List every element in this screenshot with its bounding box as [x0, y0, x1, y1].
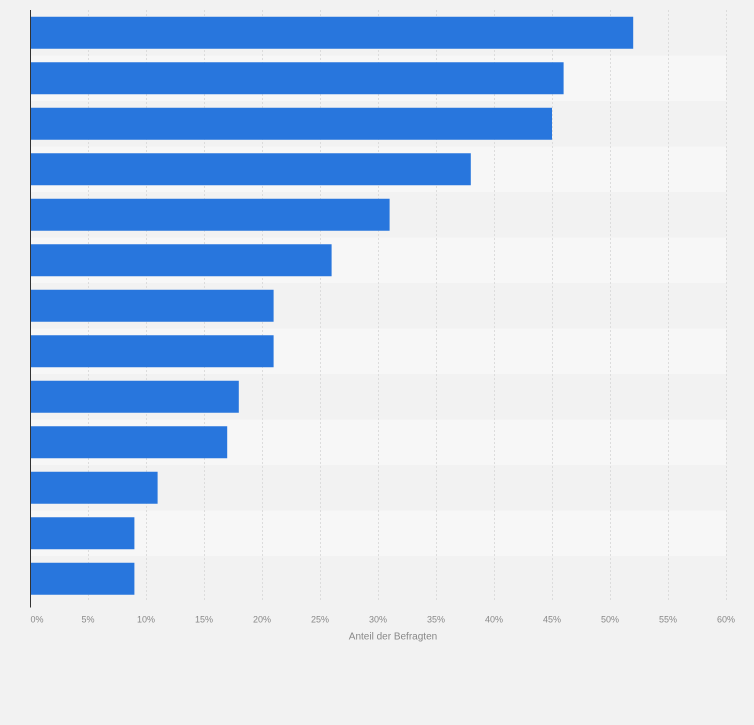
x-tick-label: 0% [30, 615, 43, 625]
x-tick-label: 35% [427, 615, 445, 625]
x-tick-label: 5% [81, 615, 94, 625]
x-tick-label: 30% [369, 615, 387, 625]
bar[interactable]: 17% [30, 426, 228, 459]
x-axis-title: Anteil der Befragten [349, 632, 437, 643]
bar[interactable]: 52% [30, 16, 634, 49]
x-tick-label: 20% [253, 615, 271, 625]
x-tick-label: 40% [485, 615, 503, 625]
x-axis-ticks: 0% 5% 10% 15% 20% 25% 30% 35% 40% 45% 50% 55% 60% [30, 615, 735, 625]
bar[interactable]: 9% [30, 517, 135, 550]
bar-series: 52% 46% 45% 38% 31% 26% 21% 21% 18% 17% 11% 9% 9% [30, 16, 634, 595]
x-tick-label: 50% [601, 615, 619, 625]
bar[interactable]: 21% [30, 289, 274, 322]
bar[interactable]: 46% [30, 62, 564, 95]
x-tick-label: 45% [543, 615, 561, 625]
x-tick-label: 55% [659, 615, 677, 625]
bar[interactable]: 38% [30, 153, 471, 186]
x-tick-label: 25% [311, 615, 329, 625]
bar[interactable]: 31% [30, 198, 390, 231]
x-tick-label: 10% [137, 615, 155, 625]
bar[interactable]: 45% [30, 107, 552, 140]
bar[interactable]: 11% [30, 471, 158, 504]
bar[interactable]: 21% [30, 335, 274, 368]
bar[interactable]: 9% [30, 562, 135, 595]
bar[interactable]: 18% [30, 380, 239, 413]
bar[interactable]: 26% [30, 244, 332, 277]
x-tick-label: 15% [195, 615, 213, 625]
x-tick-label: 60% [717, 615, 735, 625]
